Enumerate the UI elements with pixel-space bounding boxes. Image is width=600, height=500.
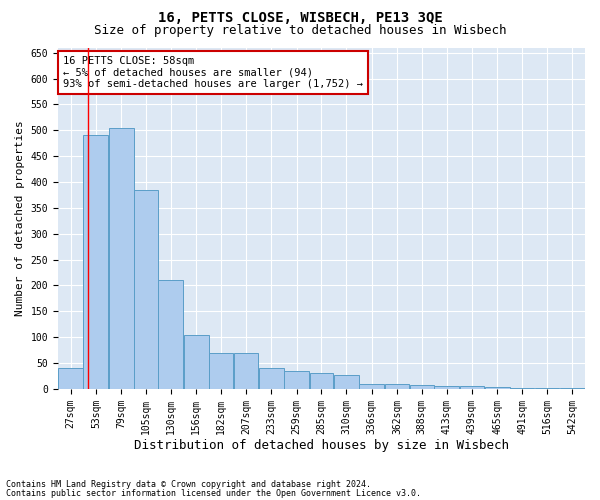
Bar xyxy=(460,386,484,389)
Bar xyxy=(259,368,284,389)
Bar xyxy=(359,384,384,389)
Text: 16 PETTS CLOSE: 58sqm
← 5% of detached houses are smaller (94)
93% of semi-detac: 16 PETTS CLOSE: 58sqm ← 5% of detached h… xyxy=(63,56,363,89)
Bar xyxy=(334,375,359,389)
X-axis label: Distribution of detached houses by size in Wisbech: Distribution of detached houses by size … xyxy=(134,440,509,452)
Text: Size of property relative to detached houses in Wisbech: Size of property relative to detached ho… xyxy=(94,24,506,37)
Bar xyxy=(233,353,259,389)
Bar xyxy=(434,386,459,389)
Bar xyxy=(510,388,534,389)
Text: 16, PETTS CLOSE, WISBECH, PE13 3QE: 16, PETTS CLOSE, WISBECH, PE13 3QE xyxy=(158,11,442,25)
Bar xyxy=(184,334,209,389)
Bar xyxy=(535,388,559,389)
Bar xyxy=(485,388,510,389)
Bar xyxy=(158,280,184,389)
Bar xyxy=(109,128,134,389)
Text: Contains HM Land Registry data © Crown copyright and database right 2024.: Contains HM Land Registry data © Crown c… xyxy=(6,480,371,489)
Bar xyxy=(284,371,309,389)
Bar xyxy=(134,190,158,389)
Bar xyxy=(58,368,83,389)
Bar xyxy=(560,388,585,389)
Y-axis label: Number of detached properties: Number of detached properties xyxy=(15,120,25,316)
Bar xyxy=(83,136,109,389)
Bar xyxy=(385,384,409,389)
Bar xyxy=(209,353,233,389)
Bar xyxy=(310,374,334,389)
Bar xyxy=(410,385,434,389)
Text: Contains public sector information licensed under the Open Government Licence v3: Contains public sector information licen… xyxy=(6,490,421,498)
